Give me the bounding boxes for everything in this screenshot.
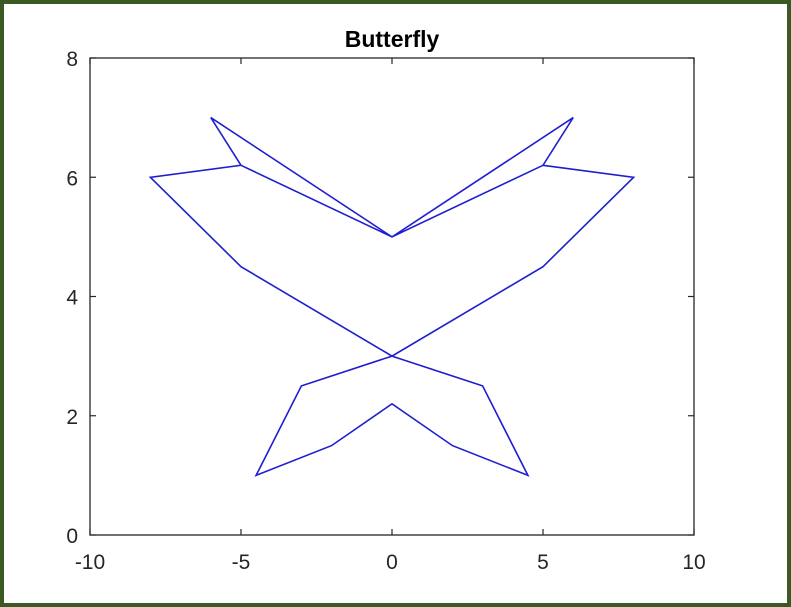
y-tick-label: 6 [66,167,78,190]
y-tick-label: 4 [66,287,78,310]
plot-area [90,58,694,535]
x-tick-label: 10 [682,551,705,574]
x-tick-label: 5 [537,551,549,574]
y-tick-label: 8 [66,48,78,71]
x-tick-label: -10 [75,551,105,574]
chart: Butterfly -10 -5 0 5 10 0 2 4 6 8 [66,26,705,574]
x-tick-label: 0 [386,551,398,574]
chart-title: Butterfly [345,26,440,52]
y-tick-label: 0 [66,525,78,548]
series-line [148,116,636,477]
x-tick-label: -5 [232,551,251,574]
y-tick-label: 2 [66,406,78,429]
tick-labels: -10 -5 0 5 10 0 2 4 6 8 [66,48,705,574]
axes-box [89,57,695,536]
